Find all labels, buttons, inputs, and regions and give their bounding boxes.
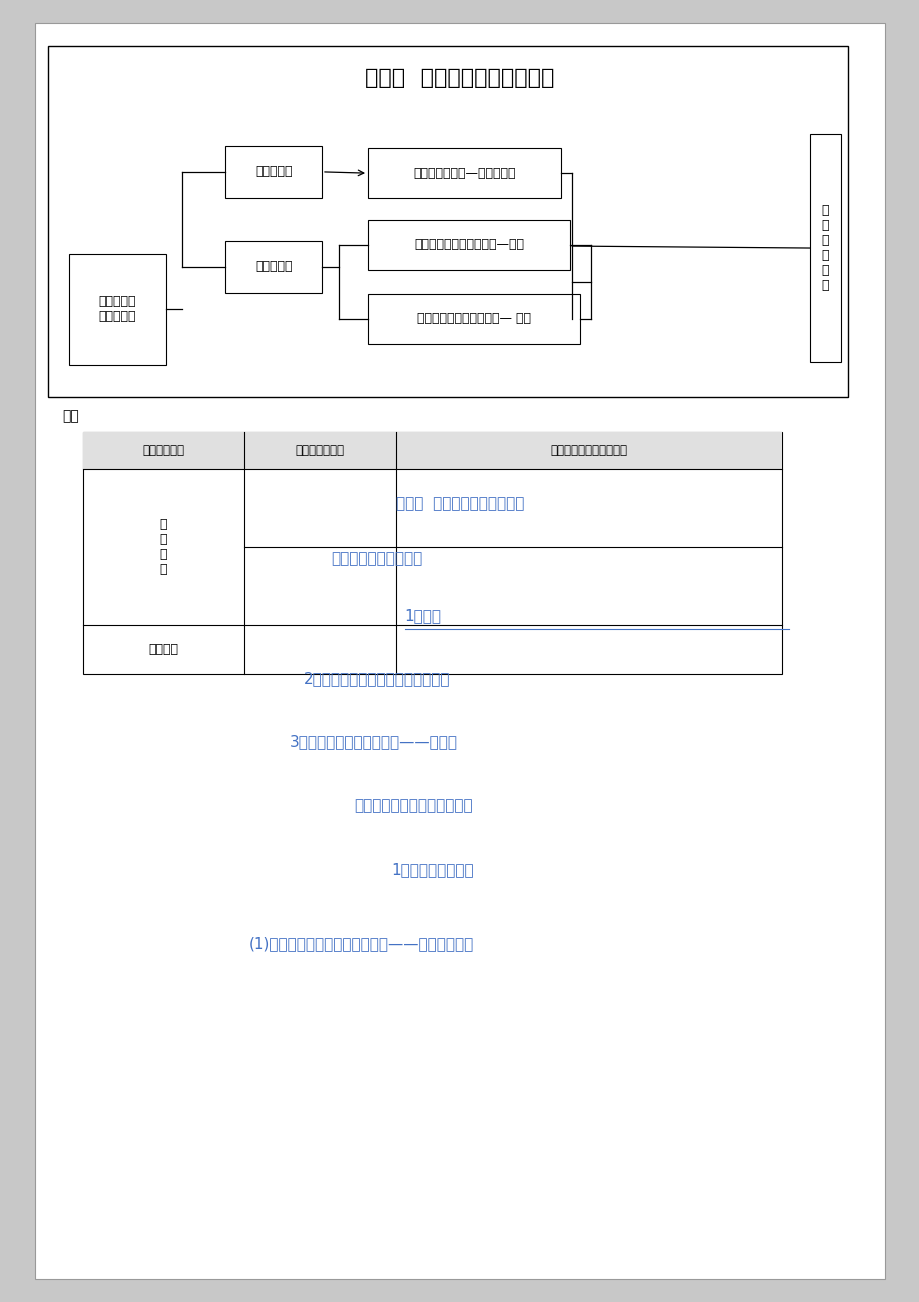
- FancyBboxPatch shape: [225, 146, 322, 198]
- Text: 2．差异性体现在不同的空间尺度上: 2．差异性体现在不同的空间尺度上: [303, 671, 449, 686]
- Text: 1．地带性分异规律: 1．地带性分异规律: [391, 862, 473, 878]
- FancyBboxPatch shape: [48, 46, 847, 397]
- FancyBboxPatch shape: [809, 134, 840, 362]
- Text: 由赤道到两极：纬度差异— 热量: 由赤道到两极：纬度差异— 热量: [416, 312, 530, 326]
- Text: 垂直方向: 垂直方向: [148, 643, 178, 656]
- Text: 第二节  自然地理环境的差异性: 第二节 自然地理环境的差异性: [365, 68, 554, 89]
- Text: 1．概念: 1．概念: [404, 608, 441, 624]
- Text: 第二节  自然地理环境的差异性: 第二节 自然地理环境的差异性: [395, 496, 524, 512]
- Text: 自然带更替方向: 自然带更替方向: [295, 444, 344, 457]
- FancyBboxPatch shape: [35, 23, 884, 1279]
- FancyBboxPatch shape: [83, 432, 781, 674]
- Text: 山地：海拔差异—热量、水分: 山地：海拔差异—热量、水分: [413, 167, 516, 180]
- Text: 地
域
分
异
规
律: 地 域 分 异 规 律: [821, 204, 828, 292]
- Text: 地域分异规律: 地域分异规律: [142, 444, 184, 457]
- Text: 二、陆地环境的地域分异规律: 二、陆地环境的地域分异规律: [354, 798, 472, 814]
- Text: 自然地理环
境的差异性: 自然地理环 境的差异性: [98, 296, 136, 323]
- Text: 一、地理环境的差异性: 一、地理环境的差异性: [331, 551, 422, 566]
- Text: 附表: 附表: [62, 410, 79, 423]
- Text: 水平地带性: 水平地带性: [255, 260, 292, 273]
- Text: 水
平
方
向: 水 平 方 向: [159, 518, 167, 575]
- FancyBboxPatch shape: [69, 254, 165, 365]
- FancyBboxPatch shape: [368, 294, 579, 344]
- FancyBboxPatch shape: [83, 432, 781, 469]
- Text: (1)由赤道到两级的地域分异规律——以热量为基础: (1)由赤道到两级的地域分异规律——以热量为基础: [248, 936, 473, 952]
- FancyBboxPatch shape: [225, 241, 322, 293]
- FancyBboxPatch shape: [368, 148, 561, 198]
- Text: 垂直地带性: 垂直地带性: [255, 165, 292, 178]
- Text: 由沿海到内陆：海陆差异—水分: 由沿海到内陆：海陆差异—水分: [414, 238, 524, 251]
- FancyBboxPatch shape: [368, 220, 570, 270]
- Text: 形成地域分异的主要因素: 形成地域分异的主要因素: [550, 444, 627, 457]
- Text: 3．陆地环境差异性的体现——自然带: 3．陆地环境差异性的体现——自然带: [289, 734, 458, 750]
